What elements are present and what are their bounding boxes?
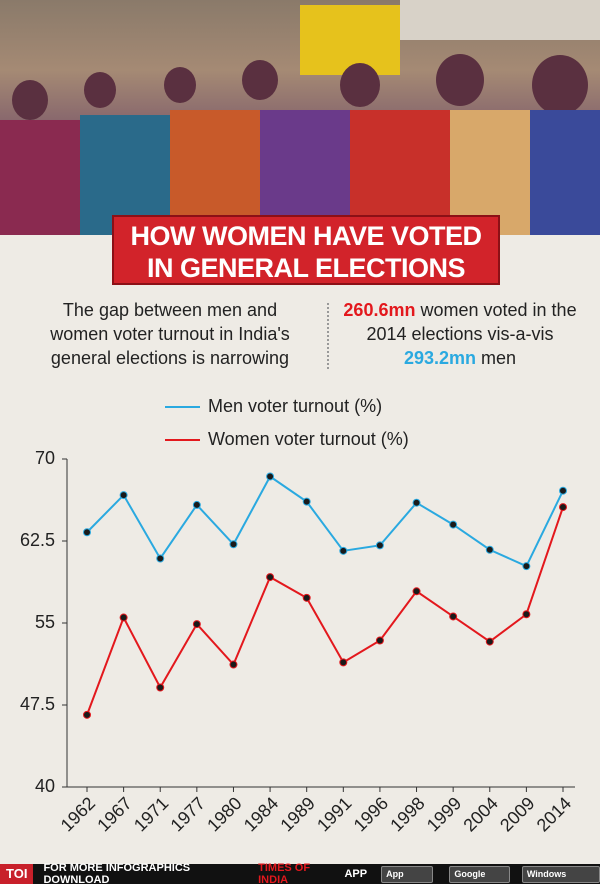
heads [12, 54, 588, 120]
point [375, 541, 384, 550]
point [449, 520, 458, 529]
x-tick-label: 1999 [423, 793, 465, 835]
text: men [481, 348, 517, 368]
x-tick-label: 1998 [386, 793, 428, 835]
x-tick-label: 1962 [57, 793, 99, 835]
point [559, 486, 567, 495]
men-figure: 293.2mn [403, 348, 476, 368]
text-line: women voter turnout in India's [50, 324, 290, 344]
text-line: The gap between men and [62, 300, 278, 320]
y-tick-label: 70 [35, 448, 55, 468]
point [412, 587, 421, 596]
point [156, 683, 165, 692]
legend-label: Women voter turnout (%) [208, 429, 409, 449]
point [485, 637, 494, 646]
x-tick-label: 1984 [240, 793, 282, 835]
point [302, 497, 311, 506]
right-text: 260.6mn women voted in the 2014 election… [340, 298, 580, 370]
x-tick-label: 2014 [533, 793, 575, 835]
women-figure: 260.6mn [343, 300, 416, 320]
point [119, 491, 128, 500]
crowd [0, 0, 600, 235]
saris [0, 110, 600, 235]
y-tick-label: 47.5 [20, 694, 55, 714]
point [156, 554, 165, 563]
footer-text: FOR MORE INFOGRAPHICS DOWNLOAD [43, 862, 191, 884]
point [119, 613, 128, 622]
point [522, 610, 531, 619]
x-tick-label: 1971 [130, 793, 172, 835]
point [339, 658, 348, 667]
footer: TOI FOR MORE INFOGRAPHICS DOWNLOAD TIMES… [0, 862, 600, 884]
point [229, 660, 238, 669]
badge[interactable]: Google play [449, 865, 510, 884]
legend-label: Men voter turnout (%) [208, 396, 382, 416]
x-tick-label: 1996 [350, 793, 392, 835]
x-tick-label: 2009 [496, 793, 538, 835]
title-line: HOW WOMEN HAVE VOTED [130, 221, 483, 251]
point [485, 545, 494, 554]
left-text: The gap between men and women voter turn… [20, 298, 320, 370]
point [412, 498, 421, 507]
point [302, 593, 311, 602]
badge[interactable]: Windows Phone [521, 865, 600, 884]
point [266, 472, 275, 481]
point [449, 612, 458, 621]
point [559, 503, 567, 512]
point [339, 546, 348, 555]
series-line [86, 475, 564, 568]
badge[interactable]: App Store [381, 865, 434, 884]
point [266, 573, 275, 582]
x-tick-label: 2004 [459, 793, 501, 835]
series-line [86, 506, 564, 716]
poster [300, 5, 400, 75]
photo [0, 0, 600, 235]
y-tick-label: 55 [35, 612, 55, 632]
footer-text: APP [344, 868, 368, 880]
x-tick-label: 1977 [167, 793, 209, 835]
x-tick-label: 1989 [276, 793, 318, 835]
separator [327, 303, 329, 369]
point [192, 620, 201, 629]
x-tick-label: 1967 [93, 793, 135, 835]
x-tick-label: 1980 [203, 793, 245, 835]
point [522, 562, 531, 571]
title-line: IN GENERAL ELECTIONS [146, 253, 466, 283]
text-line: general elections is narrowing [50, 348, 290, 368]
y-tick-label: 62.5 [20, 530, 55, 550]
logo: TOI [0, 864, 34, 884]
point [192, 500, 201, 509]
point [375, 636, 384, 645]
text: women voted in the 2014 elections vis-a-… [366, 300, 577, 344]
wall [400, 0, 600, 40]
x-tick-label: 1991 [313, 793, 355, 835]
point [83, 528, 91, 537]
chart: Men voter turnout (%) Women voter turnout… [20, 396, 575, 836]
title-banner: HOW WOMEN HAVE VOTED IN GENERAL ELECTION… [112, 215, 500, 285]
point [229, 540, 238, 549]
y-tick-label: 40 [35, 776, 55, 796]
point [83, 710, 91, 719]
footer-brand: TIMES OF INDIA [258, 862, 311, 884]
